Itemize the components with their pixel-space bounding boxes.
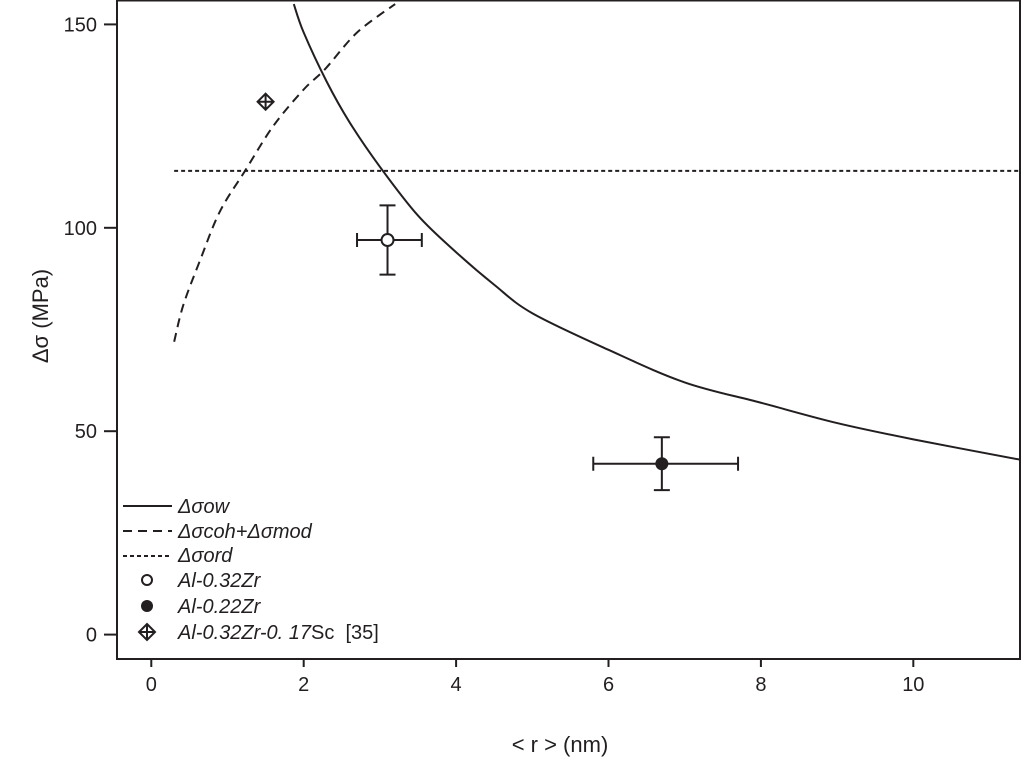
y-tick-label: 50 [75,421,97,443]
x-axis-label: < r > (nm) [512,732,609,757]
series-line-solid [292,3,1020,461]
y-tick-label: 100 [64,218,97,240]
legend-marker-crossed-diamond [137,622,157,642]
legend-label-regular-part: Sc [35] [311,622,379,644]
y-tick-label: 150 [64,14,97,36]
legend-label-ow: Δσow [177,496,231,518]
data-point-crossed-diamond [256,92,276,112]
x-tick-label: 0 [146,674,157,696]
legend-marker-filled-circle [141,600,153,612]
points-group [256,92,740,492]
legend-label-cohmod: Δσcoh+Δσmod [177,521,313,543]
x-tick-label: 8 [755,674,766,696]
data-point-open-circle [380,233,395,248]
legend-label-ord: Δσord [177,545,233,567]
x-tick-label: 4 [451,674,462,696]
legend-marker-open-circle [141,574,153,586]
series-line-dashed [173,3,396,342]
legend-label-italic-part: Al-0.32Zr-0. 17 [177,622,312,644]
series-group [173,3,1020,461]
data-point-filled-circle [655,457,669,471]
legend-label-al032zr: Al-0.32Zr [177,570,262,592]
plot-frame [116,0,1021,660]
legend: Δσow Δσcoh+Δσmod Δσord Al-0.32Zr Al-0.22… [123,496,379,644]
y-axis-label: Δσ (MPa) [28,269,53,363]
x-axis-ticks: 0 2 4 6 8 10 [146,659,924,696]
x-tick-label: 6 [603,674,614,696]
y-axis-ticks: 0 50 100 150 [64,14,117,647]
legend-label-al032zr017sc: Al-0.32Zr-0. 17Sc [35] [177,622,379,644]
x-tick-label: 10 [902,674,924,696]
y-tick-label: 0 [86,625,97,647]
x-tick-label: 2 [298,674,309,696]
legend-label-al022zr: Al-0.22Zr [177,596,262,618]
